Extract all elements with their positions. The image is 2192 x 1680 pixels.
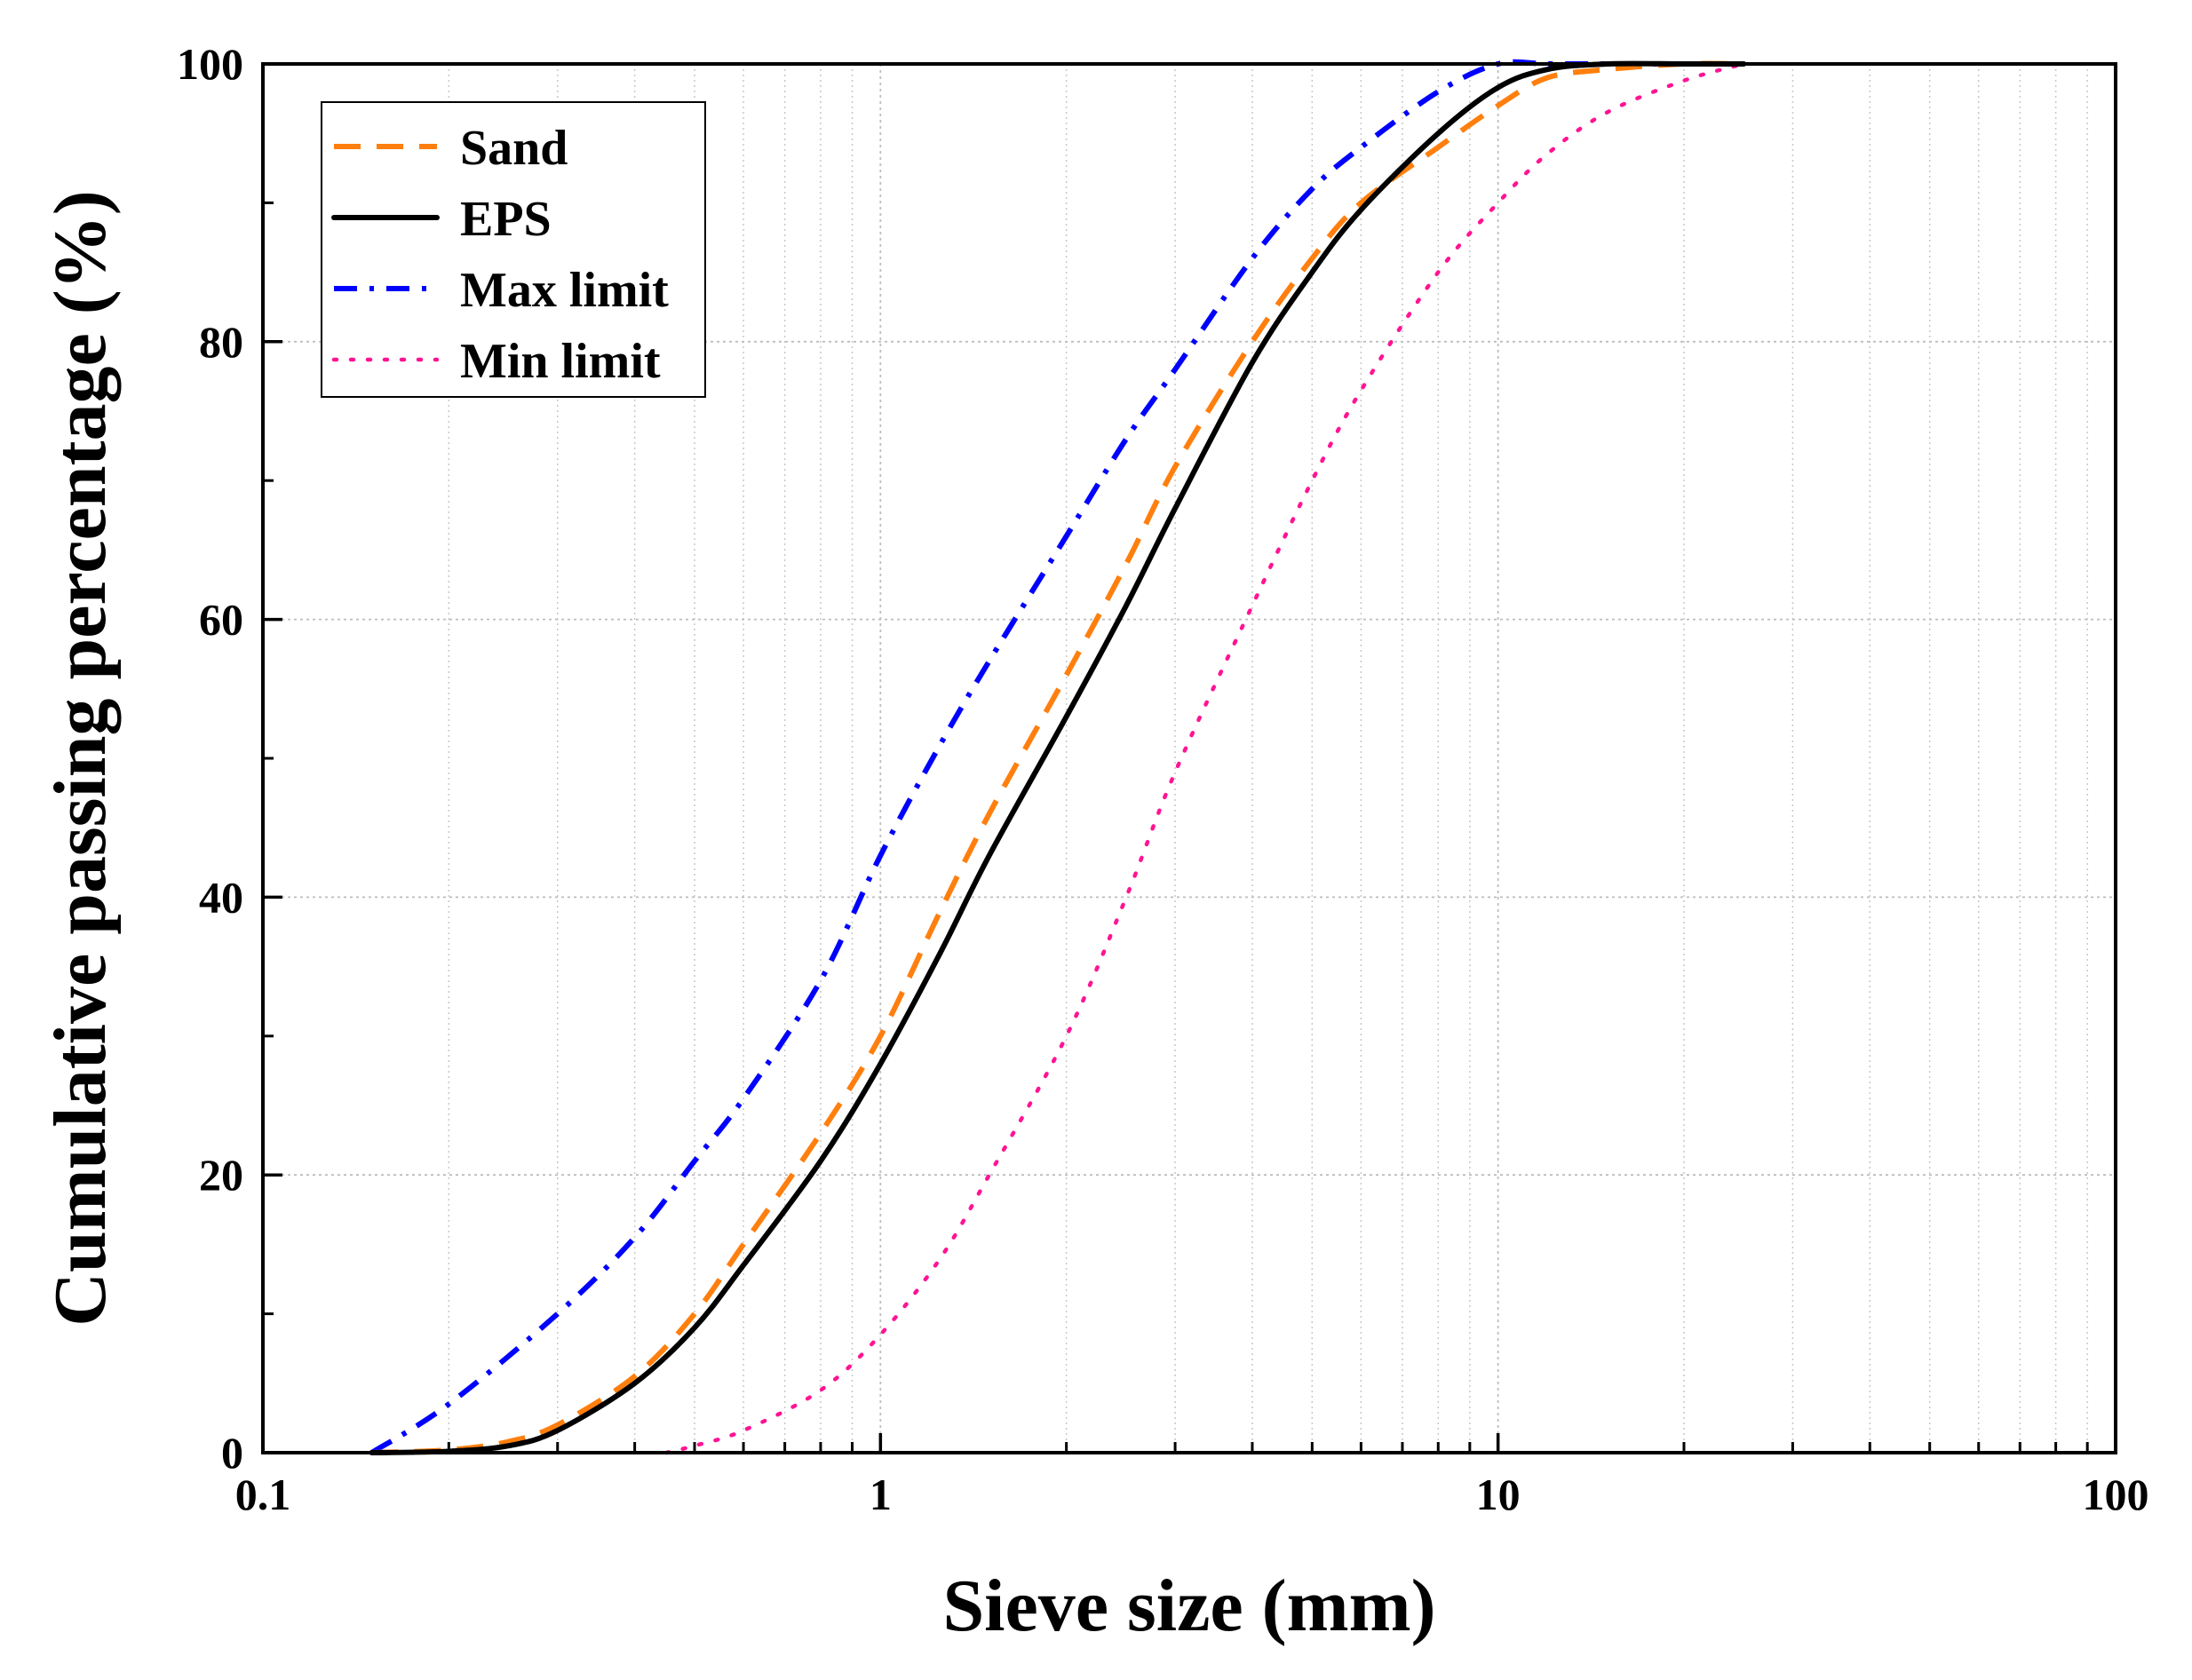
major-ticks xyxy=(261,62,2117,1454)
grid-lines xyxy=(263,64,2116,1453)
series-line-sand xyxy=(371,60,1744,1455)
y-tick-label: 40 xyxy=(199,872,243,922)
y-tick-label: 0 xyxy=(221,1428,243,1478)
legend-box xyxy=(321,101,706,398)
y-tick-label: 100 xyxy=(177,39,243,89)
x-tick-labels: 0.1 1 10 100 xyxy=(235,1470,2149,1519)
minor-ticks xyxy=(263,201,2089,1453)
x-tick-label: 10 xyxy=(1476,1470,1521,1519)
series-lines xyxy=(369,59,1747,1455)
x-tick-label: 0.1 xyxy=(235,1470,291,1519)
y-axis-title: Cumulative passing percentage (%) xyxy=(39,190,122,1326)
legend-label-max-limit: Max limit xyxy=(460,263,669,318)
plot-frame xyxy=(261,62,2117,1454)
x-axis-title: Sieve size (mm) xyxy=(942,1565,1435,1647)
y-tick-labels: 0 20 40 60 80 100 xyxy=(177,39,243,1478)
series-line-min-limit xyxy=(663,61,1746,1455)
x-tick-label: 100 xyxy=(2083,1470,2149,1519)
y-tick-label: 60 xyxy=(199,595,243,645)
y-tick-label: 80 xyxy=(199,317,243,367)
legend-label-min-limit: Min limit xyxy=(460,334,661,389)
legend-label-sand: Sand xyxy=(460,121,568,176)
legend: Sand EPS Max limit Min limit xyxy=(321,101,706,398)
x-tick-label: 1 xyxy=(870,1470,892,1519)
legend-label-eps: EPS xyxy=(460,192,552,247)
series-line-eps xyxy=(369,60,1747,1455)
y-tick-label: 20 xyxy=(199,1150,243,1200)
